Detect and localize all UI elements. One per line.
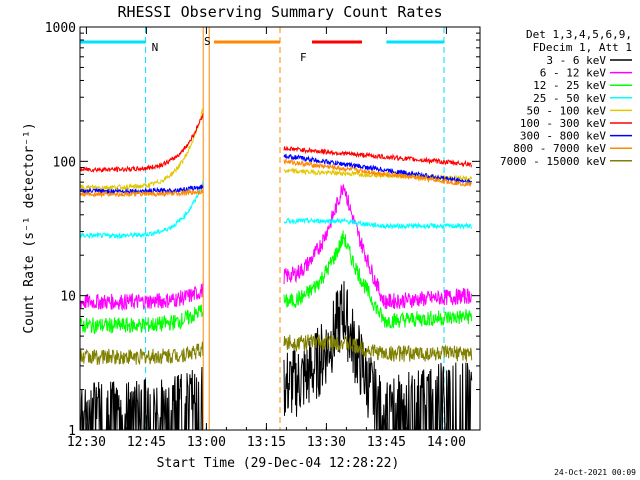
series-1-post — [283, 184, 473, 310]
x-axis-label: Start Time (29-Dec-04 12:28:22) — [157, 456, 400, 471]
x-tick-label: 12:45 — [127, 435, 166, 450]
plot-frame — [79, 26, 481, 431]
x-tick-label: 13:45 — [367, 435, 406, 450]
x-tick-label: 12:30 — [67, 435, 106, 450]
flag-label-F: F — [300, 51, 307, 64]
series-2-post — [283, 230, 473, 329]
x-tick-label: 13:30 — [307, 435, 346, 450]
x-tick-label: 13:00 — [187, 435, 226, 450]
axes-layer: 12:30 12:45 13:00 13:15 13:30 13:45 14:00 1 10 10… — [45, 21, 480, 450]
legend-label-2: 12 - 25 keV — [533, 79, 606, 92]
series-2-pre — [79, 304, 204, 335]
flag-labels: N S F — [152, 35, 307, 64]
x-tick-label: 13:15 — [247, 435, 286, 450]
legend-label-3: 25 - 50 keV — [533, 92, 606, 105]
y-tick-label: 1000 — [45, 21, 76, 36]
flag-label-S: S — [204, 35, 211, 48]
legend-label-1: 6 - 12 keV — [540, 67, 607, 80]
series-1-pre — [79, 283, 204, 311]
series-8-pre — [79, 341, 204, 365]
y-tick-label: 1 — [68, 424, 76, 439]
legend-header-1: Det 1,3,4,5,6,9, — [526, 28, 632, 41]
series-7-post — [283, 158, 472, 187]
legend-label-4: 50 - 100 keV — [527, 104, 607, 117]
series-7-pre — [79, 188, 204, 199]
x-tick-label: 14:00 — [427, 435, 466, 450]
legend-label-6: 300 - 800 keV — [520, 130, 606, 143]
chart-title: RHESSI Observing Summary Count Rates — [117, 3, 442, 21]
y-axis-label: Count Rate (s⁻¹ detector⁻¹) — [22, 122, 37, 333]
legend-label-7: 800 - 7000 keV — [513, 142, 606, 155]
series-5-pre — [79, 113, 204, 174]
flag-label-N: N — [152, 41, 159, 54]
series-5-post — [283, 145, 473, 168]
y-tick-label: 10 — [60, 290, 76, 305]
series-layer — [79, 108, 473, 431]
legend-label-5: 100 - 300 keV — [520, 117, 606, 130]
series-6-post — [283, 153, 473, 186]
series-3-pre — [80, 180, 204, 240]
legend-label-8: 7000 - 15000 keV — [500, 155, 606, 168]
legend-label-0: 3 - 6 keV — [546, 54, 606, 67]
series-0-pre — [79, 366, 203, 431]
series-6-pre — [79, 184, 204, 196]
series-8-post — [283, 334, 473, 362]
flags-layer — [79, 27, 445, 430]
timestamp: 24-Oct-2021 00:09 — [554, 468, 636, 477]
series-4-pre — [79, 108, 204, 192]
y-tick-label: 100 — [53, 155, 76, 170]
series-3-post — [283, 216, 473, 230]
legend-header-2: FDecim 1, Att 1 — [533, 41, 632, 54]
